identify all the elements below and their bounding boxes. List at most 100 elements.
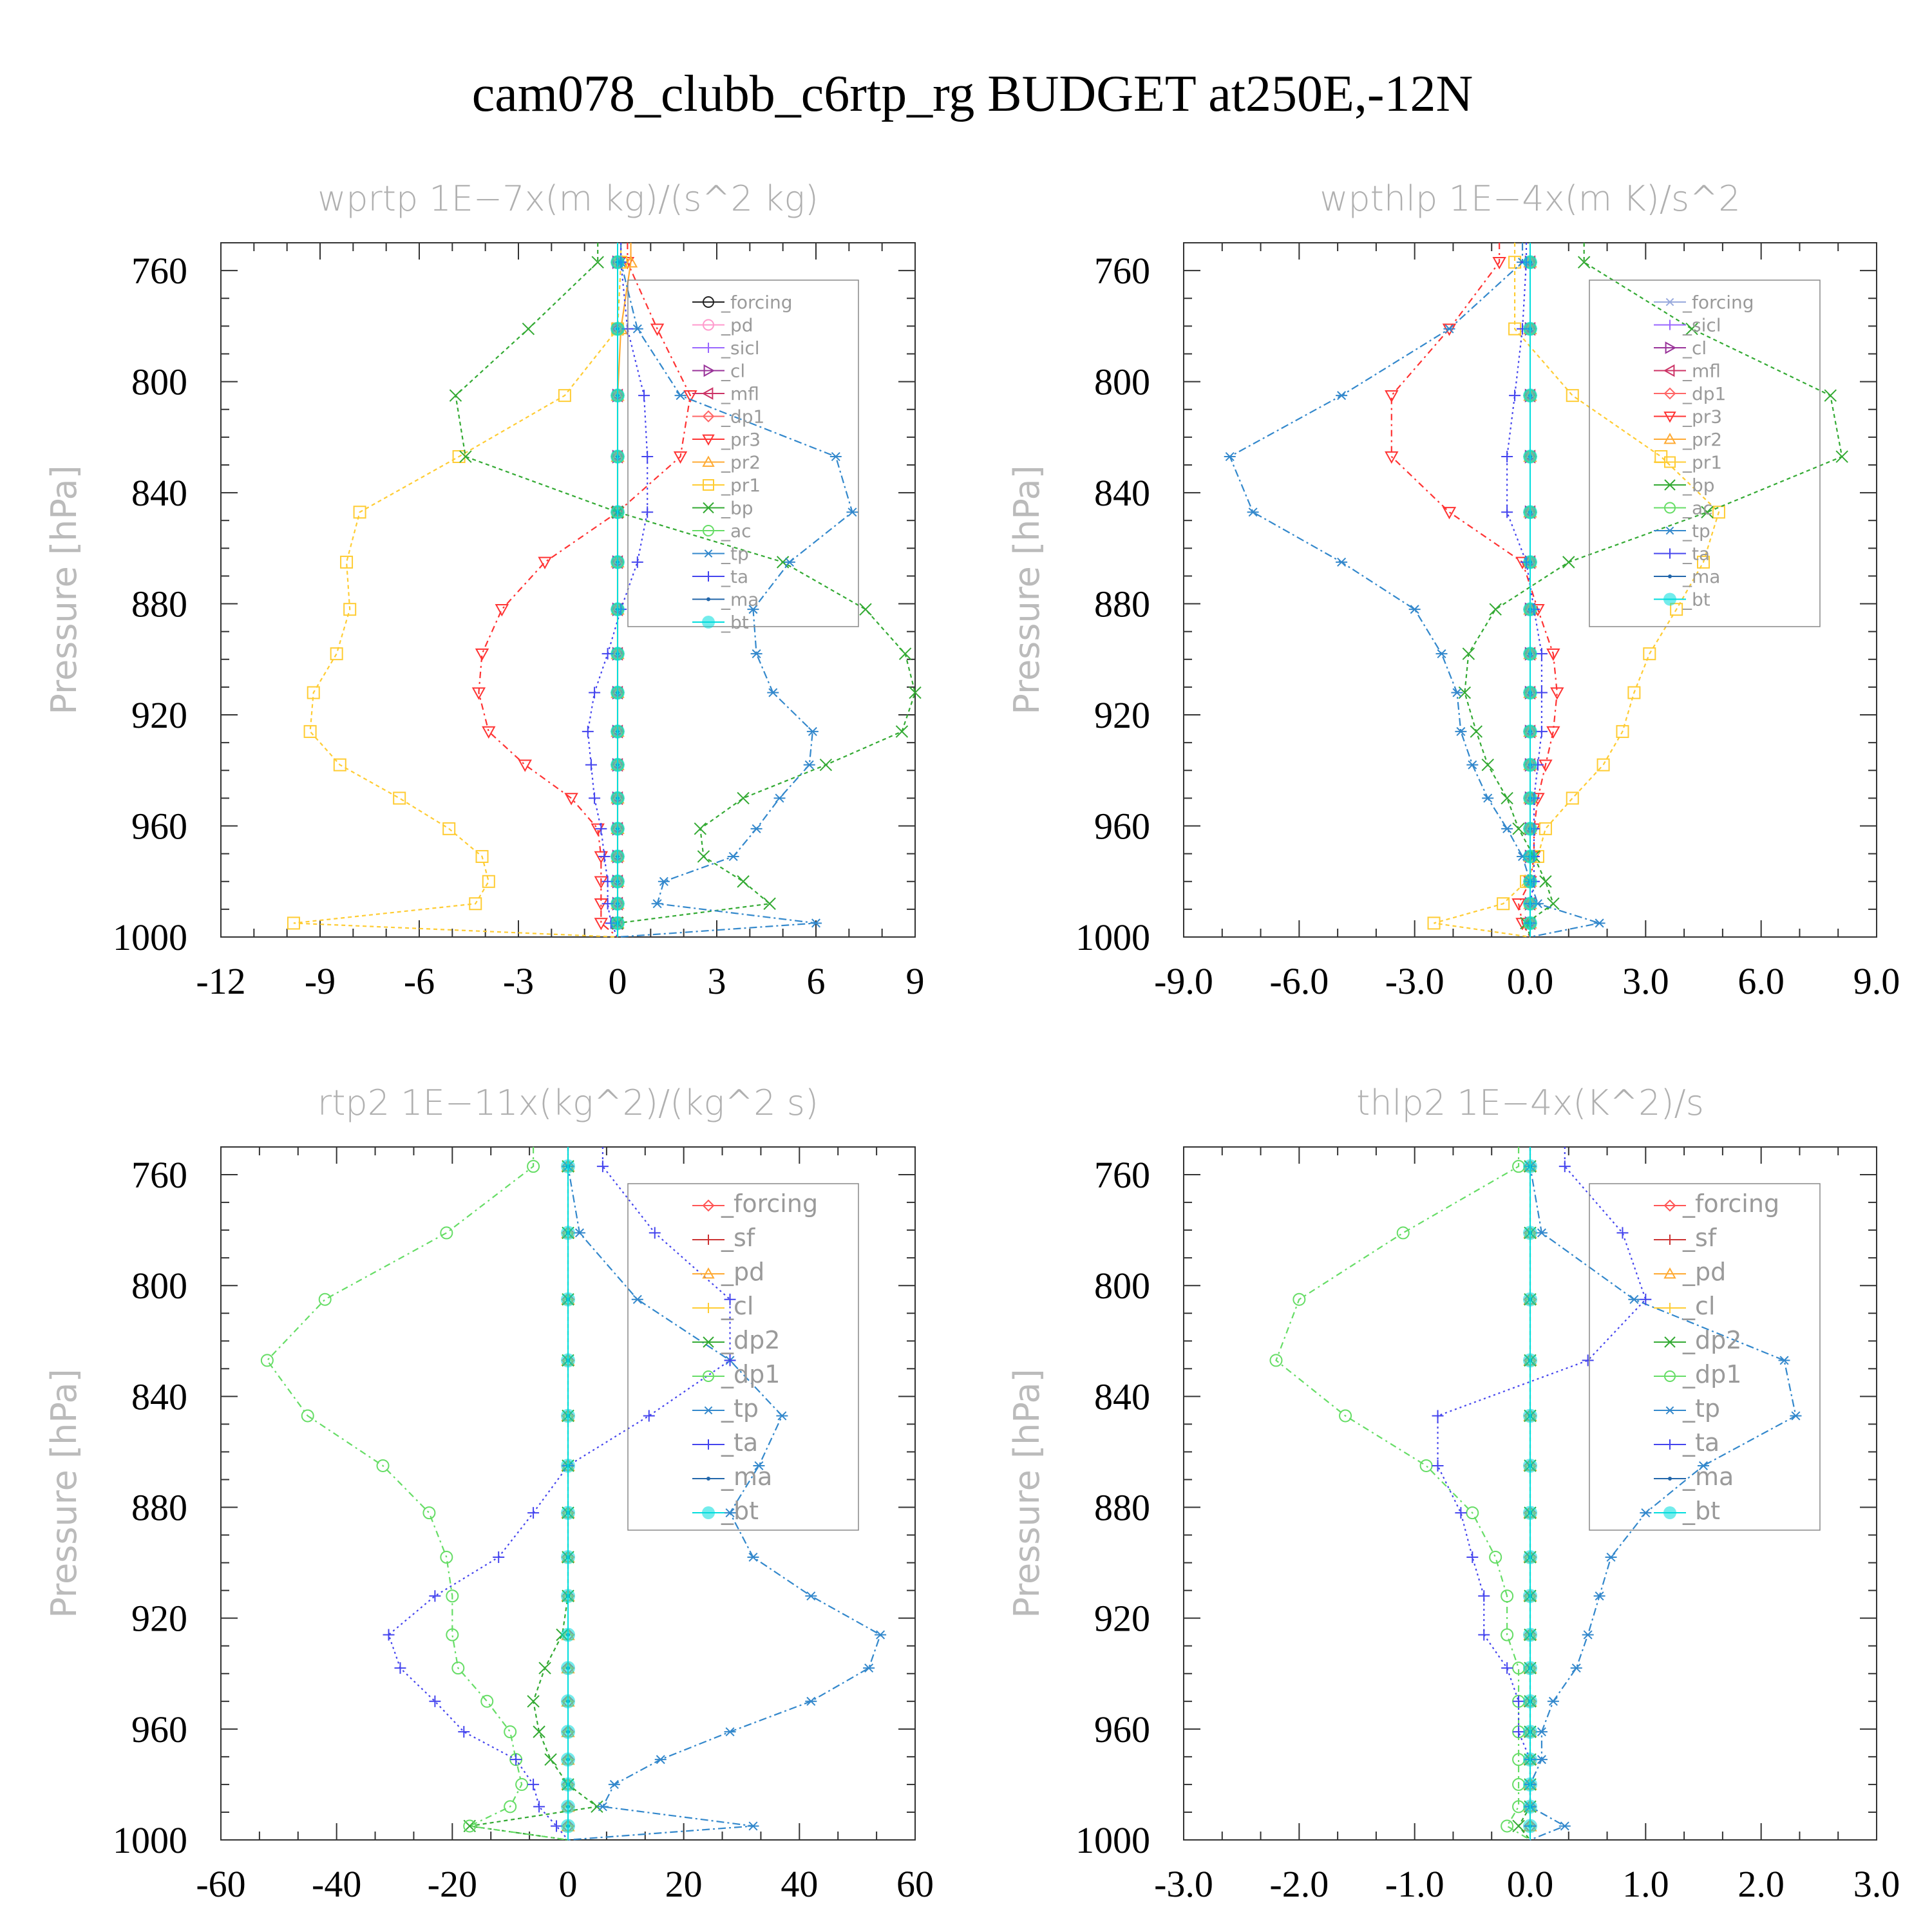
x-tick-label: 9.0 (1853, 960, 1900, 1002)
legend-label: _ma (721, 1463, 772, 1491)
data-point (1566, 791, 1579, 805)
legend-item: _tp (692, 1394, 759, 1423)
data-point (1593, 918, 1605, 928)
legend-item: _pr3 (692, 429, 761, 450)
data-point (538, 556, 552, 569)
legend-label: _tp (721, 544, 749, 565)
data-point (1523, 647, 1537, 661)
data-point (1513, 1695, 1525, 1707)
panel-title: rtp2 1E−11x(kg^2)/(kg^2 s) (317, 1083, 819, 1123)
legend-label: _pr1 (721, 475, 761, 496)
data-point (1566, 389, 1579, 402)
y-tick-label: 800 (1094, 1265, 1150, 1307)
data-point (1523, 724, 1537, 739)
panel-2: wpthlp 1E−4x(m K)/s^2 Pressure [hPa] 760 80… (1007, 178, 1900, 1002)
data-point (1535, 687, 1548, 699)
data-point (1593, 1591, 1605, 1601)
data-point (1385, 451, 1399, 464)
data-point (393, 791, 406, 805)
data-point (1523, 388, 1537, 403)
x-tick-label: 60 (896, 1863, 934, 1905)
data-point (340, 555, 354, 569)
data-point (1501, 451, 1513, 463)
data-point (1336, 391, 1348, 401)
data-point (533, 1801, 545, 1813)
data-point (1466, 760, 1479, 770)
data-point (1535, 648, 1548, 660)
data-point (611, 791, 625, 806)
y-tick-label: 760 (131, 1154, 187, 1196)
legend-label: _bt (1682, 1497, 1720, 1525)
legend-marker (706, 597, 710, 601)
data-point (561, 1408, 575, 1423)
data-point (561, 1458, 575, 1473)
legend-label: _tp (1682, 1394, 1720, 1423)
data-point (333, 758, 346, 772)
x-tick-label: 0.0 (1507, 1863, 1554, 1905)
data-point (1432, 1410, 1444, 1422)
data-point (318, 1293, 332, 1306)
y-tick-label: 800 (1094, 361, 1150, 403)
data-point (451, 1662, 465, 1675)
y-tick-label: 1000 (113, 1819, 187, 1861)
panel-title: thlp2 1E−4x(K^2)/s (1356, 1083, 1704, 1123)
data-point (504, 1800, 517, 1814)
legend-marker (703, 343, 714, 353)
data-point (394, 1662, 406, 1674)
data-point (527, 1507, 540, 1519)
data-point (1698, 1461, 1709, 1470)
legend-item: _forcing (1654, 292, 1754, 313)
legend-label: _dp1 (721, 1360, 780, 1388)
legend-label: _ma (1682, 566, 1720, 587)
data-point (763, 897, 776, 910)
data-point (598, 850, 611, 862)
legend-label: _bt (721, 612, 749, 633)
data-point (1247, 507, 1259, 517)
legend-marker (1665, 1235, 1675, 1245)
data-point (1835, 450, 1848, 463)
data-point (561, 1694, 575, 1709)
data-point (1523, 874, 1537, 889)
legend-label: _pr3 (721, 429, 761, 450)
legend-label: _cl (721, 1292, 753, 1320)
legend-label: _dp2 (1682, 1326, 1741, 1354)
legend-marker (1663, 1199, 1676, 1212)
legend-marker (702, 616, 715, 629)
data-point (1712, 506, 1725, 519)
data-point (1513, 1726, 1525, 1738)
data-point (1396, 1226, 1410, 1240)
x-tick-label: -3 (503, 960, 534, 1002)
data-point (589, 687, 601, 699)
legend-item: _ac (1654, 498, 1713, 519)
legend-label: _mfl (1682, 361, 1721, 382)
data-point (611, 821, 625, 836)
data-point (1478, 1629, 1490, 1641)
y-tick-label: 1000 (1075, 1819, 1150, 1861)
legend-item: _pd (692, 315, 753, 336)
data-point (1523, 1159, 1537, 1174)
data-point (522, 322, 535, 336)
panel-3: rtp2 1E−11x(kg^2)/(kg^2 s) Pressure [hPa]… (44, 1083, 934, 1905)
y-tick-label: 840 (1094, 1376, 1150, 1417)
data-point (446, 1628, 459, 1642)
data-point (658, 876, 670, 886)
legend-item: _dp1 (1654, 1360, 1741, 1388)
y-axis-label: Pressure [hPa] (1007, 1368, 1047, 1618)
x-tick-label: 2.0 (1738, 1863, 1785, 1905)
data-point (596, 1160, 609, 1173)
data-point (287, 916, 300, 930)
data-point (805, 1591, 817, 1601)
data-point (783, 557, 795, 567)
data-point (594, 918, 609, 931)
legend-marker (702, 1267, 715, 1279)
data-point (1523, 1353, 1537, 1368)
legend-item: _bt (1654, 589, 1710, 611)
legend-item: _bt (692, 612, 749, 633)
legend-marker (702, 434, 715, 446)
legend: _forcing_sicl_cl_mfl_dp1_pr3_pr2_pr1_bp_… (1589, 279, 1821, 627)
y-tick-label: 960 (1094, 806, 1150, 848)
data-point (561, 1159, 575, 1174)
legend-marker (703, 479, 714, 491)
data-point (727, 851, 739, 861)
legend-label: _forcing (721, 1189, 818, 1218)
